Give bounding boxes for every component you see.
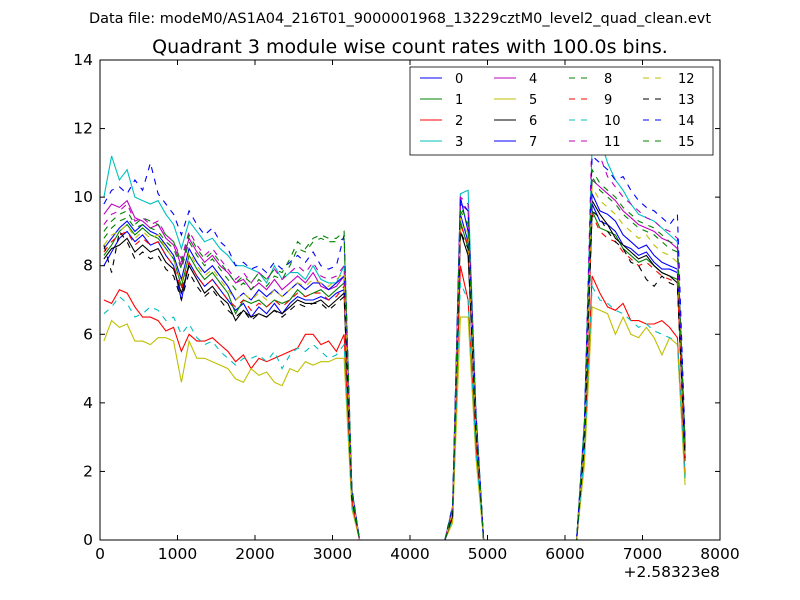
series-line-4 xyxy=(103,178,686,540)
legend-label-5: 5 xyxy=(529,93,537,108)
legend-label-9: 9 xyxy=(604,93,612,108)
x-tick-label: 0 xyxy=(95,545,105,563)
x-tick-label: 2000 xyxy=(235,545,274,563)
legend-label-1: 1 xyxy=(455,93,463,108)
series-line-14 xyxy=(103,154,686,540)
y-tick-label: 0 xyxy=(83,531,93,549)
series-line-13 xyxy=(103,209,686,540)
y-tick-label: 10 xyxy=(73,188,93,206)
data-file-header: Data file: modeM0/AS1A04_216T01_90000019… xyxy=(89,11,711,27)
legend-label-2: 2 xyxy=(455,114,463,129)
legend-label-3: 3 xyxy=(455,135,463,150)
legend-label-4: 4 xyxy=(529,72,537,87)
legend-box xyxy=(409,66,714,156)
legend-label-12: 12 xyxy=(678,72,695,87)
axis-ticks: 0 1000 2000 3000 4000 5000 6000 7000 80000246810… xyxy=(73,51,739,563)
y-tick-label: 14 xyxy=(73,51,93,69)
series-line-1 xyxy=(103,210,686,540)
series-line-2 xyxy=(103,265,686,540)
legend-label-14: 14 xyxy=(678,114,695,129)
series-line-15 xyxy=(103,167,686,540)
x-tick-label: 8000 xyxy=(700,545,739,563)
plot-area xyxy=(103,128,686,540)
y-tick-label: 8 xyxy=(83,257,93,275)
series-line-10 xyxy=(103,282,686,540)
x-tick-label: 4000 xyxy=(390,545,429,563)
series-line-5 xyxy=(103,306,686,540)
y-tick-label: 4 xyxy=(83,394,93,412)
x-offset-label: +2.58323e8 xyxy=(624,563,720,581)
x-tick-label: 6000 xyxy=(545,545,584,563)
x-tick-label: 1000 xyxy=(158,545,197,563)
series-line-7 xyxy=(103,193,686,540)
x-tick-label: 3000 xyxy=(313,545,352,563)
legend-label-15: 15 xyxy=(678,135,695,150)
legend-label-8: 8 xyxy=(604,72,612,87)
series-line-0 xyxy=(103,203,686,540)
y-tick-label: 2 xyxy=(83,462,93,480)
series-line-3 xyxy=(103,137,686,540)
y-tick-label: 6 xyxy=(83,325,93,343)
legend-label-10: 10 xyxy=(604,114,621,129)
x-tick-label: 5000 xyxy=(468,545,507,563)
y-tick-label: 12 xyxy=(73,120,93,138)
legend-label-0: 0 xyxy=(455,72,463,87)
chart-title: Quadrant 3 module wise count rates with … xyxy=(152,36,668,58)
legend-label-13: 13 xyxy=(678,93,695,108)
legend-label-7: 7 xyxy=(529,135,537,150)
series-line-12 xyxy=(103,184,686,540)
series-line-11 xyxy=(103,128,686,540)
series-line-9 xyxy=(103,214,686,540)
series-line-8 xyxy=(103,174,686,540)
x-tick-label: 7000 xyxy=(623,545,662,563)
legend-label-6: 6 xyxy=(529,114,537,129)
legend-label-11: 11 xyxy=(604,135,621,150)
